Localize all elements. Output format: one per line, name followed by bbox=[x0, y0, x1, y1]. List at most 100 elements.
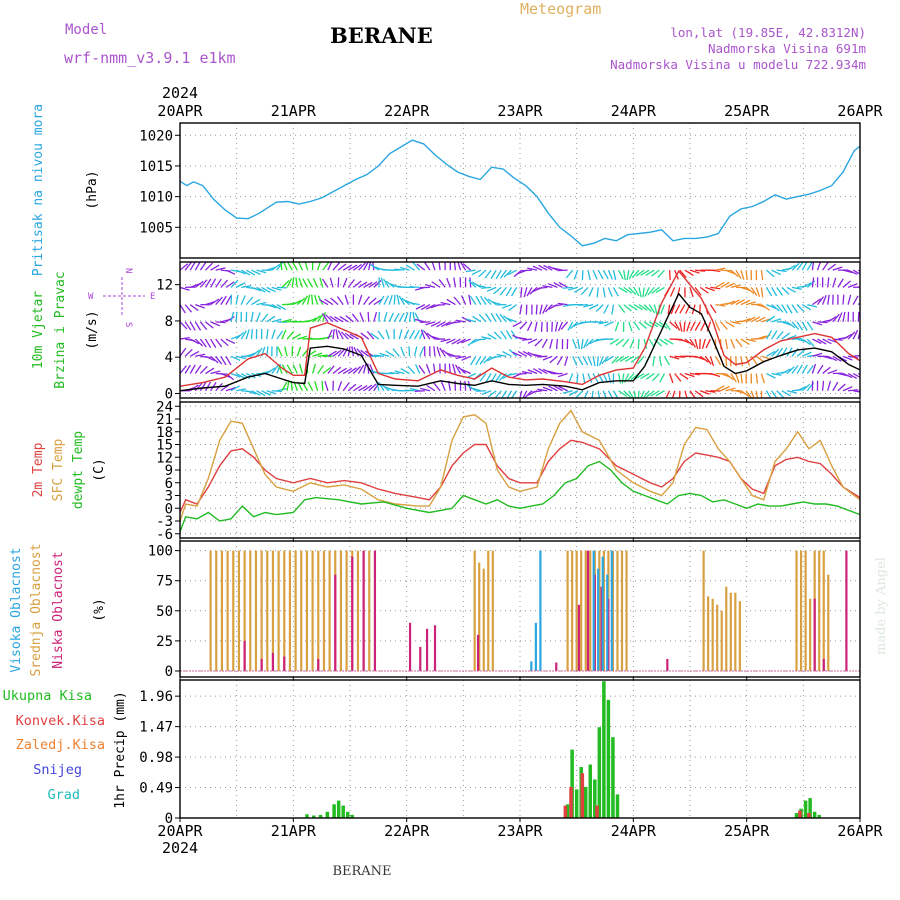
wind-barb bbox=[655, 286, 665, 294]
dir-south-label: S bbox=[123, 322, 133, 327]
wind-barb bbox=[786, 286, 796, 293]
bar bbox=[804, 550, 807, 671]
wind-barb bbox=[704, 355, 712, 365]
wind-barb bbox=[750, 316, 761, 323]
wind-barb bbox=[184, 321, 192, 331]
bottom-year-label: 2024 bbox=[162, 839, 198, 857]
wind-barb bbox=[296, 346, 302, 357]
bar bbox=[597, 727, 602, 818]
y-tick-label: 75 bbox=[156, 574, 173, 590]
wind-barb bbox=[609, 338, 619, 345]
wind-barb bbox=[796, 364, 803, 374]
wind-barb bbox=[499, 313, 507, 323]
wind-barb bbox=[425, 363, 431, 374]
wind-barb bbox=[403, 329, 410, 340]
wind-barb bbox=[612, 270, 617, 281]
wind-barb bbox=[319, 277, 324, 288]
wind-barb bbox=[455, 355, 466, 360]
wind-barb bbox=[521, 338, 532, 341]
wind-barb bbox=[842, 280, 852, 288]
wind-barb bbox=[483, 296, 492, 306]
wind-barb bbox=[205, 262, 214, 271]
wind-barb bbox=[353, 263, 362, 271]
wind-barb bbox=[388, 294, 393, 305]
bar bbox=[317, 658, 320, 671]
wind-barb bbox=[577, 338, 580, 350]
wind-barb bbox=[633, 321, 641, 331]
bar bbox=[408, 622, 412, 671]
wind-barb bbox=[460, 295, 467, 305]
wind-barb bbox=[689, 321, 696, 332]
wind-barb bbox=[330, 297, 339, 306]
wind-barb bbox=[597, 390, 600, 398]
wind-barb bbox=[276, 304, 286, 311]
wind-barb bbox=[852, 329, 859, 340]
wind-barb bbox=[618, 390, 628, 397]
wind-barb bbox=[796, 386, 807, 392]
wind-barb bbox=[725, 387, 736, 392]
series-line-pritisak-na-nivou-mora bbox=[180, 139, 860, 247]
wind-barb bbox=[694, 355, 705, 361]
wind-barb bbox=[642, 287, 645, 298]
wind-barb bbox=[601, 355, 609, 365]
wind-barb bbox=[314, 381, 319, 391]
wind-barb bbox=[334, 316, 344, 323]
wind-barb bbox=[255, 347, 263, 357]
wind-barb bbox=[657, 269, 665, 279]
bar bbox=[580, 773, 585, 818]
bar bbox=[570, 749, 574, 818]
wind-barb bbox=[765, 330, 773, 340]
wind-barb bbox=[592, 356, 596, 367]
wind-barb bbox=[344, 332, 354, 340]
wind-barb bbox=[598, 321, 609, 325]
wind-barb bbox=[674, 304, 681, 314]
wind-barb bbox=[337, 263, 347, 271]
wind-barb bbox=[194, 382, 203, 392]
wind-barb bbox=[786, 304, 793, 314]
wind-barb bbox=[306, 294, 311, 305]
wind-barb bbox=[776, 390, 785, 398]
wind-barb bbox=[485, 373, 492, 383]
wind-barb bbox=[660, 304, 666, 315]
wind-barb bbox=[652, 373, 660, 382]
wind-barb bbox=[604, 321, 614, 327]
wind-barb bbox=[225, 295, 232, 305]
y-tick-label: 12 bbox=[156, 450, 173, 466]
wind-barb bbox=[755, 390, 759, 398]
wind-barb bbox=[715, 385, 725, 392]
wind-barb bbox=[730, 338, 736, 349]
wind-barb bbox=[791, 286, 802, 290]
wind-barb bbox=[373, 279, 382, 288]
wind-barb bbox=[607, 390, 614, 398]
bar bbox=[584, 550, 587, 671]
wind-barb bbox=[562, 286, 573, 289]
bar bbox=[220, 550, 224, 671]
wind-barb bbox=[583, 303, 594, 308]
wind-barb bbox=[414, 329, 420, 340]
wind-barb bbox=[587, 373, 593, 384]
wind-barb bbox=[695, 269, 706, 272]
wind-barb bbox=[235, 332, 245, 340]
wind-barb bbox=[195, 353, 206, 357]
temperature-panel-plot-area bbox=[180, 409, 860, 532]
bar bbox=[425, 628, 429, 671]
wind-barb bbox=[745, 286, 755, 294]
wind-barb bbox=[507, 269, 517, 276]
wind-barb bbox=[631, 269, 640, 278]
wind-barb bbox=[225, 281, 235, 288]
top-time-axis: 20APR 21APR 22APR 23APR 24APR 25APR 26APR bbox=[157, 102, 883, 120]
wind-barb bbox=[291, 299, 302, 306]
wind-barb bbox=[337, 381, 343, 391]
wind-barb bbox=[220, 295, 227, 305]
wind-barb bbox=[644, 287, 650, 297]
wind-barb bbox=[220, 338, 229, 347]
bar bbox=[491, 550, 494, 671]
wind-barb bbox=[699, 286, 709, 294]
wind-barb bbox=[532, 353, 543, 357]
wind-barb bbox=[436, 321, 446, 328]
wind-barb bbox=[628, 286, 637, 295]
wind-barb bbox=[416, 263, 426, 271]
wind-barb bbox=[255, 312, 261, 323]
y-tick-label: 1010 bbox=[139, 190, 173, 206]
wind-barb bbox=[735, 299, 745, 306]
